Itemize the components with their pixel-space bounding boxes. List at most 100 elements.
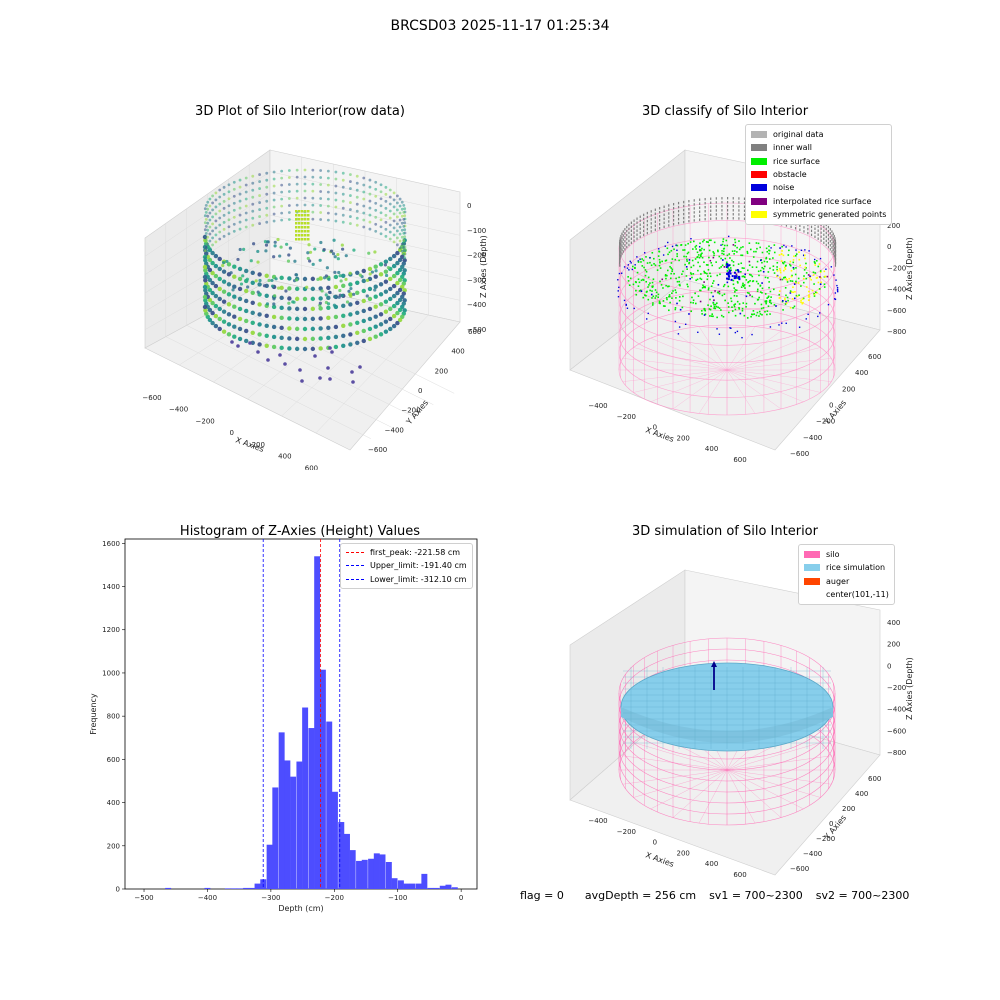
classify-noise-point <box>833 274 834 275</box>
classify-point <box>682 296 684 298</box>
raw-point <box>258 279 261 282</box>
classify-point <box>680 309 682 311</box>
raw-point <box>380 197 383 200</box>
raw-point <box>385 207 388 210</box>
classify-point <box>711 292 713 294</box>
classify-point <box>675 289 677 291</box>
classify-point <box>727 270 729 272</box>
classify-wall-point <box>673 215 674 217</box>
classify-point <box>792 298 794 300</box>
classify-wall-point <box>621 245 622 247</box>
raw-point <box>313 247 316 250</box>
raw-point <box>257 342 261 346</box>
classify-noise-point <box>728 278 730 280</box>
classify-point <box>645 295 647 297</box>
raw-point <box>279 276 283 280</box>
classify-point <box>824 276 826 278</box>
raw-point <box>258 194 261 197</box>
classify-wall-point <box>647 232 648 234</box>
raw-point <box>232 304 236 308</box>
raw-point <box>244 269 248 273</box>
classify-point <box>798 259 800 261</box>
classify-wall-point <box>619 260 620 262</box>
classify-point <box>712 282 714 284</box>
classify-point <box>689 259 691 261</box>
raw-point <box>388 297 392 301</box>
classify-point <box>744 315 746 317</box>
classify-point <box>703 249 705 251</box>
classify-point <box>792 291 794 293</box>
classify-wall-point <box>803 230 804 232</box>
classify-point <box>747 282 749 284</box>
raw-point <box>239 228 242 231</box>
classify-wall-point <box>814 236 815 238</box>
classify-noise-point <box>636 256 637 257</box>
raw-point <box>374 195 377 198</box>
classify-point <box>645 269 647 271</box>
classify-wall-point <box>664 210 665 212</box>
raw-point <box>402 225 405 228</box>
raw-point <box>369 221 372 224</box>
raw-point <box>218 196 221 199</box>
raw-point <box>304 204 307 207</box>
classify-point <box>784 261 786 263</box>
raw-point <box>244 329 248 333</box>
classify-point <box>749 264 751 266</box>
classify-point <box>777 270 779 272</box>
classify-noise-point <box>837 290 838 291</box>
classify-point <box>750 249 752 251</box>
raw-point <box>402 239 405 242</box>
histogram-bar <box>296 762 302 889</box>
raw-point <box>287 276 291 280</box>
classify-point <box>824 286 826 288</box>
classify-point <box>734 295 736 297</box>
raw-point <box>218 317 222 321</box>
raw-point <box>227 292 231 296</box>
raw-point <box>396 195 399 198</box>
raw-point <box>345 254 348 257</box>
classify-point <box>697 256 699 258</box>
raw-point <box>256 260 259 263</box>
classify-wall-point <box>699 207 700 209</box>
classify-point <box>796 253 798 255</box>
raw-point <box>272 302 275 305</box>
raw-point <box>214 274 218 278</box>
raw-point <box>368 327 372 331</box>
raw-point <box>389 238 392 241</box>
classify-wall-point <box>631 230 632 232</box>
classify-point <box>779 270 781 272</box>
raw-point <box>401 229 404 232</box>
classify-legend-label: symmetric generated points <box>773 210 886 219</box>
histogram-y-tick-label: 1000 <box>102 669 120 677</box>
classify-point <box>736 251 738 253</box>
raw-point <box>228 218 231 221</box>
histogram-legend-swatch <box>346 552 364 553</box>
classify-point <box>785 287 787 289</box>
raw-point <box>257 290 260 293</box>
raw-point <box>311 169 314 172</box>
raw-point <box>265 314 269 318</box>
histogram-bar <box>243 888 249 889</box>
raw-point <box>288 169 291 172</box>
classify-wall-point <box>811 230 812 232</box>
classify-point <box>747 269 749 271</box>
raw-point <box>239 193 242 196</box>
raw-point <box>319 183 322 186</box>
raw-point <box>266 302 269 305</box>
raw-point <box>295 278 298 281</box>
classify-wall-point <box>710 198 711 200</box>
classify-wall-point <box>705 218 706 220</box>
raw-point <box>233 209 236 212</box>
classify-point <box>716 302 718 304</box>
classify-wall-point <box>818 225 819 227</box>
raw-point <box>340 279 343 282</box>
classify-point <box>787 297 789 299</box>
classify-legend-label: noise <box>773 183 794 192</box>
classify-legend-item: inner wall <box>751 141 886 154</box>
classify-point <box>819 263 821 265</box>
raw-point <box>227 322 231 326</box>
raw-point <box>362 219 365 222</box>
classify-point <box>701 248 703 250</box>
histogram-x-label: Depth (cm) <box>278 904 323 913</box>
classify-point <box>733 280 735 282</box>
